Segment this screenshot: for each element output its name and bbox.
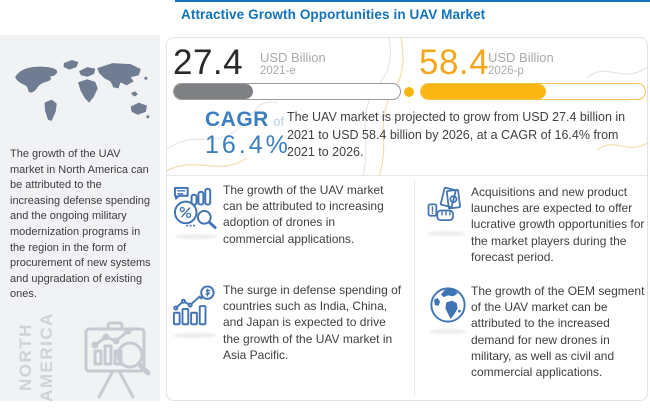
projected-market-value: 58.4 [419, 43, 490, 82]
market-summary: The UAV market is projected to grow from… [287, 110, 626, 159]
opportunity-text-2: Acquisitions and new product launches ar… [471, 185, 645, 264]
world-map-icon [4, 43, 156, 145]
current-bar-fill [174, 84, 254, 99]
cagr-value: 16.4% [205, 131, 291, 159]
opportunity-text-4: The growth of the OEM segment of the UAV… [471, 284, 645, 379]
projected-unit-year: USD Billion 2026-p [488, 50, 554, 78]
chart-presentation-easel-icon [78, 321, 154, 399]
projected-bar-fill [421, 84, 547, 99]
contour-dot [404, 87, 414, 97]
current-year: 2021-e [260, 65, 296, 78]
icon-shadow [427, 231, 465, 236]
title-accent-rule [175, 0, 650, 2]
cagr-label: CAGR [205, 108, 269, 131]
region-description: The growth of the UAV market in North Am… [10, 148, 151, 301]
region-label: NORTH AMERICA [15, 309, 65, 405]
projected-unit: USD Billion [488, 50, 554, 65]
current-unit: USD Billion [260, 50, 326, 65]
market-research-icon [172, 184, 219, 231]
region-label-line1: NORTH [16, 323, 35, 391]
page-title: Attractive Growth Opportunities in UAV M… [181, 7, 486, 22]
projected-progress-bar [420, 83, 646, 100]
quadrant-divider [414, 180, 415, 396]
opportunity-text-3: The surge in defense spending of countri… [223, 283, 402, 362]
globe-icon [427, 284, 469, 326]
cash-in-hand-icon [425, 186, 467, 228]
main-panel: 27.4 USD Billion 2021-e 58.4 USD Billion… [166, 37, 648, 401]
icon-shadow [175, 234, 217, 239]
cagr-of: of [273, 114, 285, 129]
current-unit-year: USD Billion 2021-e [260, 50, 326, 78]
current-market-value: 27.4 [173, 43, 244, 82]
market-size-stats: 27.4 USD Billion 2021-e 58.4 USD Billion… [167, 38, 647, 176]
cagr-label-line: CAGR of [205, 108, 284, 132]
projected-year: 2026-p [488, 65, 524, 78]
current-progress-bar [173, 83, 401, 100]
icon-shadow [429, 329, 467, 334]
region-sidebar: The growth of the UAV market in North Am… [0, 35, 160, 402]
region-label-line2: AMERICA [37, 312, 57, 402]
icon-shadow [173, 333, 217, 338]
defense-spending-growth-icon [170, 284, 218, 330]
opportunity-text-1: The growth of the UAV market can be attr… [223, 183, 384, 246]
